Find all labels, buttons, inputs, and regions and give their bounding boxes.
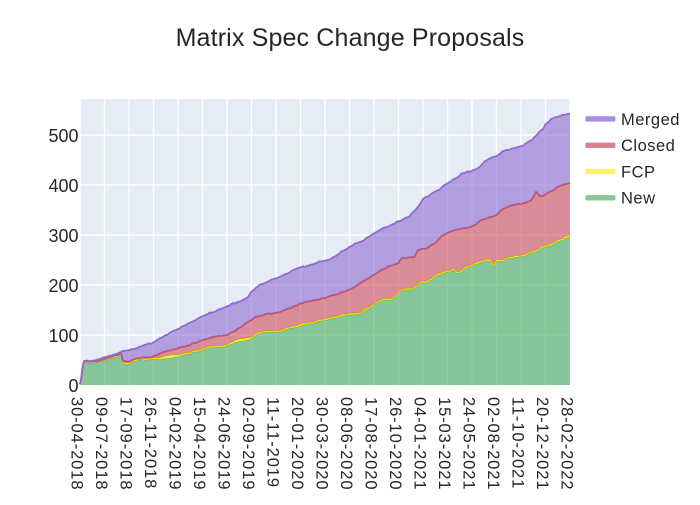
svg-text:0: 0: [68, 376, 78, 396]
svg-text:24-06-2019: 24-06-2019: [215, 397, 233, 490]
svg-text:20-01-2020: 20-01-2020: [288, 397, 306, 490]
svg-text:17-08-2020: 17-08-2020: [362, 397, 380, 490]
svg-text:30-03-2020: 30-03-2020: [313, 397, 331, 490]
svg-text:100: 100: [48, 326, 78, 346]
svg-text:02-08-2021: 02-08-2021: [484, 397, 502, 490]
svg-text:04-01-2021: 04-01-2021: [411, 397, 429, 490]
svg-text:New: New: [621, 190, 656, 208]
svg-text:20-12-2021: 20-12-2021: [533, 397, 551, 490]
svg-text:26-10-2020: 26-10-2020: [386, 397, 404, 490]
svg-text:08-06-2020: 08-06-2020: [337, 397, 355, 490]
svg-text:28-02-2022: 28-02-2022: [558, 397, 576, 490]
svg-text:11-10-2021: 11-10-2021: [509, 397, 527, 489]
svg-text:09-07-2018: 09-07-2018: [92, 397, 110, 490]
svg-text:11-11-2019: 11-11-2019: [264, 397, 282, 488]
svg-text:15-03-2021: 15-03-2021: [435, 397, 453, 490]
svg-text:17-09-2018: 17-09-2018: [117, 397, 135, 490]
svg-text:300: 300: [48, 226, 78, 246]
svg-text:Matrix Spec Change Proposals: Matrix Spec Change Proposals: [176, 24, 525, 52]
svg-text:26-11-2018: 26-11-2018: [141, 397, 159, 489]
svg-text:200: 200: [48, 276, 78, 296]
svg-text:24-05-2021: 24-05-2021: [460, 397, 478, 490]
svg-text:Closed: Closed: [621, 137, 675, 155]
svg-text:02-09-2019: 02-09-2019: [239, 397, 257, 490]
svg-text:FCP: FCP: [621, 163, 656, 181]
svg-text:15-04-2019: 15-04-2019: [190, 397, 208, 490]
svg-text:Merged: Merged: [621, 111, 680, 129]
svg-text:500: 500: [48, 126, 78, 146]
svg-text:04-02-2019: 04-02-2019: [166, 397, 184, 490]
svg-text:400: 400: [48, 176, 78, 196]
svg-text:30-04-2018: 30-04-2018: [68, 397, 86, 490]
